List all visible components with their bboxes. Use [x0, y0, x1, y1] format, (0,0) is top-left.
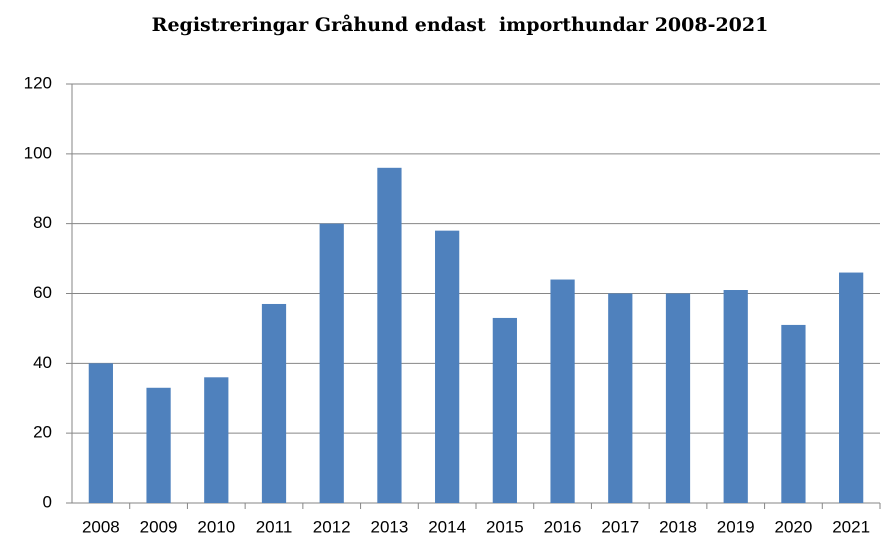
y-tick-label: 20 — [33, 423, 52, 442]
bar — [319, 223, 344, 503]
bar — [435, 230, 460, 503]
x-tick-label: 2016 — [544, 517, 582, 536]
bar — [723, 290, 748, 503]
chart-title: Registreringar Gråhund endast importhund… — [152, 13, 769, 36]
bar — [665, 293, 691, 503]
bar — [781, 324, 806, 503]
x-tick-label: 2021 — [832, 517, 870, 536]
y-tick-label: 60 — [33, 283, 52, 302]
bar — [204, 377, 229, 503]
x-tick-label: 2014 — [428, 517, 466, 536]
x-tick-label: 2013 — [371, 517, 409, 536]
y-tick-label: 40 — [33, 353, 52, 372]
bar — [550, 279, 575, 503]
bar — [492, 317, 517, 503]
bar — [608, 293, 633, 503]
x-tick-label: 2011 — [256, 517, 293, 536]
y-tick-label: 100 — [24, 143, 52, 162]
bar — [839, 272, 864, 503]
x-tick-label: 2010 — [197, 517, 235, 536]
y-tick-label: 0 — [43, 492, 52, 511]
y-tick-label: 120 — [24, 73, 52, 92]
bar — [88, 363, 113, 503]
x-tick-label: 2012 — [313, 517, 351, 536]
x-tick-label: 2008 — [82, 517, 120, 536]
bar — [377, 167, 402, 504]
bar — [261, 303, 287, 503]
bar — [146, 387, 171, 503]
y-tick-label: 80 — [33, 213, 52, 232]
x-tick-label: 2015 — [486, 517, 524, 536]
x-tick-label: 2020 — [775, 517, 813, 536]
x-tick-label: 2019 — [717, 517, 755, 536]
x-tick-label: 2009 — [140, 517, 178, 536]
x-tick-label: 2017 — [601, 517, 639, 536]
x-tick-label: 2018 — [659, 517, 697, 536]
